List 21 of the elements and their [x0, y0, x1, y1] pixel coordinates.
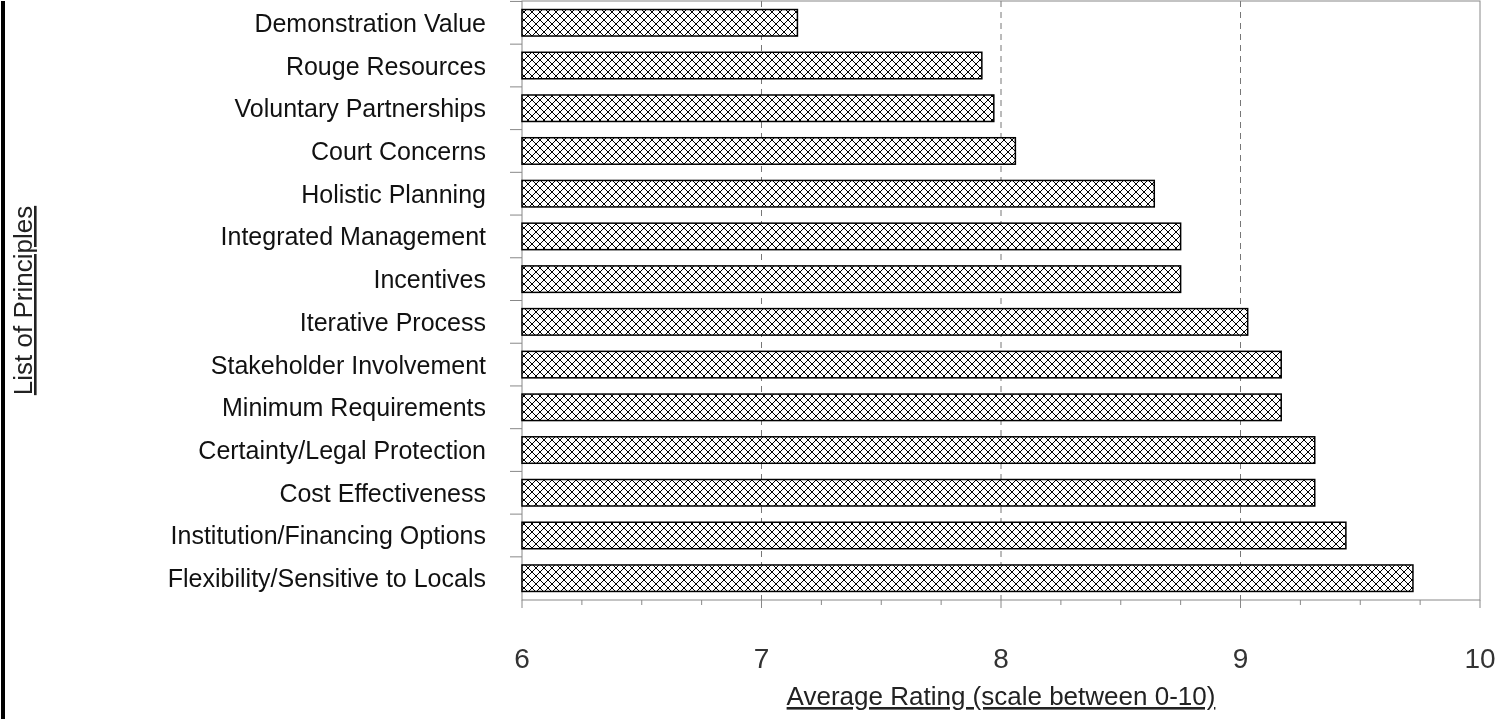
- y-tick-label: Flexibility/Sensitive to Locals: [167, 564, 486, 593]
- x-tick-label: 7: [753, 643, 770, 674]
- y-tick-label: Stakeholder Involvement: [210, 350, 487, 379]
- y-tick-label: Institution/Financing Options: [170, 521, 486, 550]
- y-axis-title: List of Principles: [8, 205, 38, 396]
- x-tick-label: 6: [514, 643, 530, 674]
- y-tick-label: Integrated Management: [220, 222, 487, 251]
- x-tick-label: 9: [1232, 643, 1249, 674]
- x-tick-label: 10: [1464, 643, 1496, 674]
- y-tick-label: Cost Effectiveness: [279, 478, 486, 507]
- x-axis-title: Average Rating (scale between 0-10): [786, 681, 1216, 711]
- y-tick-label: Certainty/Legal Protection: [198, 436, 486, 465]
- y-tick-label: Incentives: [373, 265, 486, 294]
- y-tick-label: Minimum Requirements: [222, 393, 486, 422]
- y-tick-label: Iterative Process: [299, 307, 486, 336]
- y-tick-label: Court Concerns: [310, 136, 486, 165]
- y-tick-label: Voluntary Partnerships: [234, 94, 486, 123]
- y-tick-label: Rouge Resources: [285, 51, 486, 80]
- x-tick-label: 8: [993, 643, 1009, 674]
- y-tick-label: Demonstration Value: [254, 8, 486, 37]
- y-tick-label: Holistic Planning: [301, 179, 486, 208]
